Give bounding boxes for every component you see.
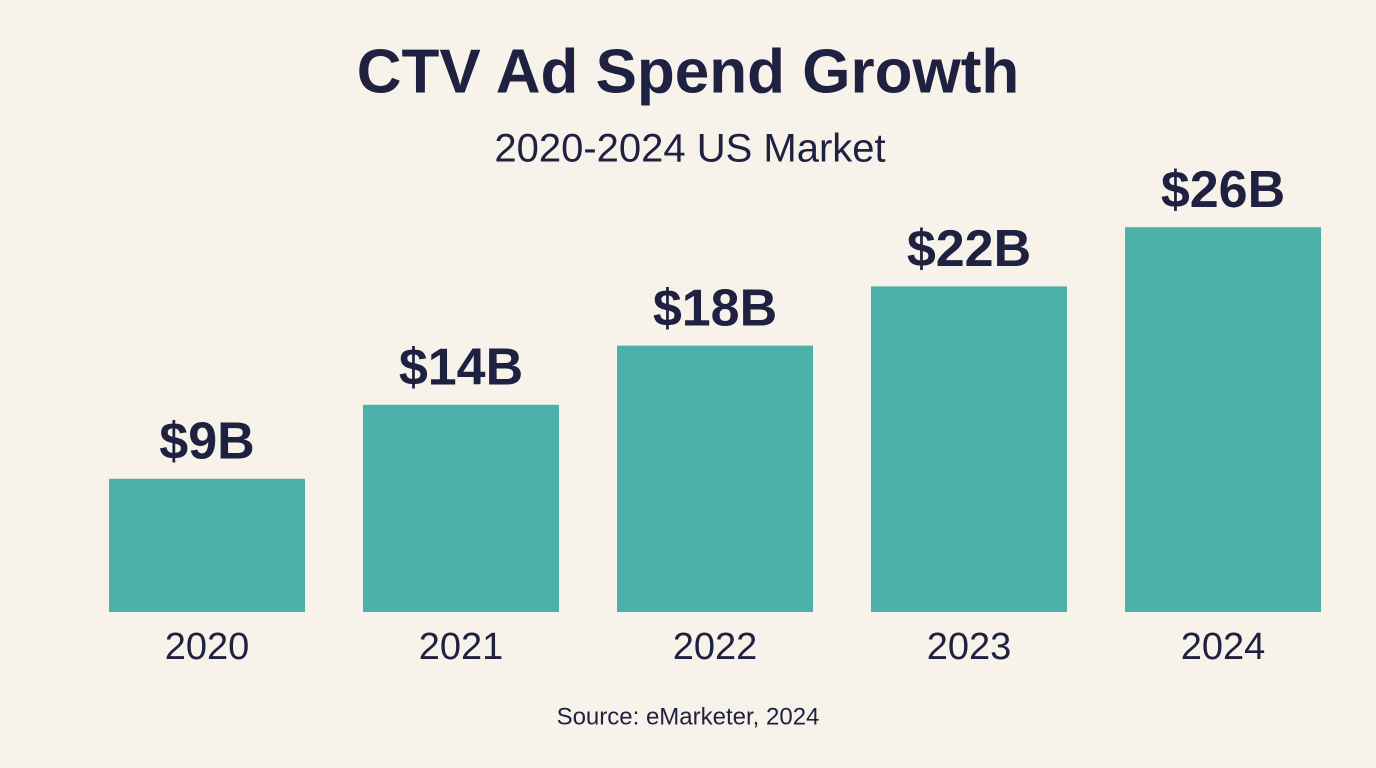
chart-title: CTV Ad Spend Growth xyxy=(357,37,1019,106)
bar xyxy=(617,345,813,612)
x-tick-label: 2024 xyxy=(1181,626,1266,668)
value-label: $14B xyxy=(399,339,523,397)
x-tick-label: 2021 xyxy=(419,626,504,668)
bar xyxy=(871,286,1067,612)
value-label: $26B xyxy=(1161,161,1285,219)
x-tick-label: 2023 xyxy=(927,626,1012,668)
chart-subtitle: 2020-2024 US Market xyxy=(494,127,885,171)
value-label: $18B xyxy=(653,279,777,337)
x-tick-label: 2022 xyxy=(673,626,758,668)
bar xyxy=(109,478,305,612)
bar xyxy=(363,404,559,612)
bar xyxy=(1125,227,1321,612)
value-label: $9B xyxy=(159,413,254,471)
source-note: Source: eMarketer, 2024 xyxy=(557,703,820,730)
x-tick-label: 2020 xyxy=(165,626,250,668)
value-label: $22B xyxy=(907,220,1031,278)
